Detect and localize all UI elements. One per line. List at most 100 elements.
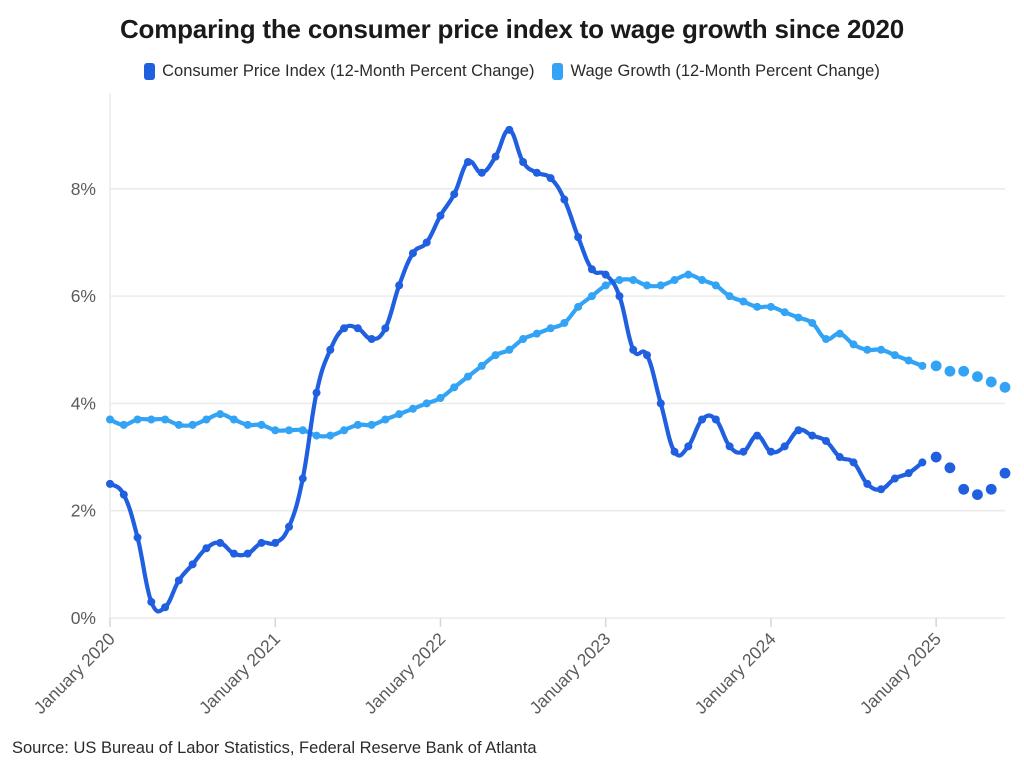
- data-point-wage-growth[interactable]: [794, 313, 803, 322]
- data-point-wage-growth[interactable]: [877, 345, 886, 354]
- data-point-wage-growth[interactable]: [863, 345, 872, 354]
- data-point-wage-growth[interactable]: [202, 415, 211, 424]
- data-point-cpi[interactable]: [505, 125, 514, 134]
- data-point-cpi[interactable]: [904, 469, 913, 478]
- data-point-cpi[interactable]: [835, 453, 844, 462]
- data-point-cpi[interactable]: [491, 152, 500, 161]
- data-point-cpi[interactable]: [202, 544, 211, 553]
- data-point-wage-growth[interactable]: [918, 361, 927, 370]
- data-point-cpi[interactable]: [684, 442, 693, 451]
- data-point-cpi[interactable]: [477, 168, 486, 177]
- data-point-wage-growth[interactable]: [147, 415, 156, 424]
- data-point-wage-growth[interactable]: [930, 360, 942, 372]
- data-point-cpi[interactable]: [298, 474, 307, 483]
- data-point-wage-growth[interactable]: [161, 415, 170, 424]
- data-point-cpi[interactable]: [367, 335, 376, 344]
- data-point-wage-growth[interactable]: [532, 329, 541, 338]
- data-point-cpi[interactable]: [890, 474, 899, 483]
- data-point-cpi[interactable]: [422, 238, 431, 247]
- data-point-cpi[interactable]: [629, 345, 638, 354]
- data-point-cpi[interactable]: [546, 174, 555, 183]
- data-point-wage-growth[interactable]: [216, 410, 225, 419]
- data-point-wage-growth[interactable]: [133, 415, 142, 424]
- data-point-wage-growth[interactable]: [587, 292, 596, 301]
- data-point-cpi[interactable]: [161, 603, 170, 612]
- data-point-cpi[interactable]: [229, 549, 238, 558]
- data-point-wage-growth[interactable]: [753, 302, 762, 311]
- data-point-wage-growth[interactable]: [780, 308, 789, 317]
- data-point-wage-growth[interactable]: [106, 415, 114, 424]
- data-point-cpi[interactable]: [133, 533, 142, 542]
- data-point-cpi[interactable]: [353, 324, 362, 333]
- data-point-wage-growth[interactable]: [271, 426, 280, 435]
- data-point-wage-growth[interactable]: [615, 276, 624, 285]
- data-point-cpi[interactable]: [766, 447, 775, 456]
- data-point-cpi[interactable]: [739, 447, 748, 456]
- data-point-wage-growth[interactable]: [643, 281, 651, 290]
- data-point-cpi[interactable]: [930, 451, 942, 463]
- data-point-wage-growth[interactable]: [546, 324, 555, 333]
- data-point-wage-growth[interactable]: [972, 371, 983, 382]
- data-point-wage-growth[interactable]: [656, 281, 665, 290]
- data-point-wage-growth[interactable]: [822, 335, 830, 344]
- data-point-wage-growth[interactable]: [698, 276, 707, 285]
- data-point-cpi[interactable]: [519, 158, 528, 167]
- data-point-wage-growth[interactable]: [890, 351, 899, 360]
- data-point-cpi[interactable]: [615, 292, 624, 301]
- data-point-cpi[interactable]: [863, 479, 872, 488]
- data-point-cpi[interactable]: [985, 483, 997, 495]
- data-point-wage-growth[interactable]: [367, 420, 376, 429]
- data-point-cpi[interactable]: [601, 270, 610, 279]
- data-point-cpi[interactable]: [808, 431, 817, 440]
- data-point-wage-growth[interactable]: [285, 426, 293, 435]
- data-point-wage-growth[interactable]: [340, 426, 349, 435]
- data-point-cpi[interactable]: [656, 399, 665, 408]
- data-point-wage-growth[interactable]: [257, 420, 266, 429]
- data-point-cpi[interactable]: [395, 281, 404, 290]
- data-point-wage-growth[interactable]: [422, 399, 431, 408]
- data-point-wage-growth[interactable]: [766, 302, 775, 311]
- data-point-wage-growth[interactable]: [574, 302, 583, 311]
- data-point-cpi[interactable]: [436, 211, 445, 220]
- data-point-wage-growth[interactable]: [381, 415, 390, 424]
- data-point-cpi[interactable]: [381, 324, 390, 333]
- data-point-cpi[interactable]: [877, 485, 886, 494]
- data-point-cpi[interactable]: [849, 458, 858, 467]
- data-point-cpi[interactable]: [257, 538, 266, 547]
- data-point-wage-growth[interactable]: [326, 431, 335, 440]
- data-point-cpi[interactable]: [147, 597, 156, 606]
- legend-item-cpi[interactable]: Consumer Price Index (12-Month Percent C…: [144, 62, 534, 81]
- data-point-wage-growth[interactable]: [174, 420, 183, 429]
- data-point-wage-growth[interactable]: [477, 361, 486, 370]
- data-point-wage-growth[interactable]: [464, 372, 472, 381]
- data-point-cpi[interactable]: [944, 462, 956, 474]
- data-point-wage-growth[interactable]: [298, 426, 307, 435]
- data-point-wage-growth[interactable]: [519, 335, 528, 344]
- data-point-wage-growth[interactable]: [229, 415, 238, 424]
- data-point-cpi[interactable]: [711, 415, 720, 424]
- data-point-cpi[interactable]: [822, 436, 830, 445]
- data-point-wage-growth[interactable]: [849, 340, 858, 349]
- data-point-cpi[interactable]: [106, 479, 114, 488]
- data-point-wage-growth[interactable]: [560, 318, 569, 327]
- data-point-wage-growth[interactable]: [505, 345, 514, 354]
- data-point-cpi[interactable]: [326, 345, 335, 354]
- data-point-cpi[interactable]: [312, 388, 321, 397]
- data-point-cpi[interactable]: [560, 195, 569, 204]
- data-point-cpi[interactable]: [972, 489, 983, 501]
- data-point-cpi[interactable]: [464, 158, 472, 167]
- data-point-wage-growth[interactable]: [188, 420, 197, 429]
- data-point-cpi[interactable]: [958, 483, 970, 495]
- data-point-wage-growth[interactable]: [670, 276, 679, 285]
- data-point-cpi[interactable]: [643, 351, 651, 360]
- data-point-cpi[interactable]: [670, 447, 679, 456]
- data-point-cpi[interactable]: [188, 560, 197, 569]
- data-point-wage-growth[interactable]: [958, 365, 970, 377]
- data-point-cpi[interactable]: [408, 249, 417, 258]
- data-point-wage-growth[interactable]: [395, 410, 404, 419]
- data-point-cpi[interactable]: [119, 490, 128, 499]
- data-point-cpi[interactable]: [243, 549, 252, 558]
- data-point-wage-growth[interactable]: [408, 404, 417, 413]
- data-point-wage-growth[interactable]: [491, 351, 500, 360]
- data-point-cpi[interactable]: [999, 467, 1011, 479]
